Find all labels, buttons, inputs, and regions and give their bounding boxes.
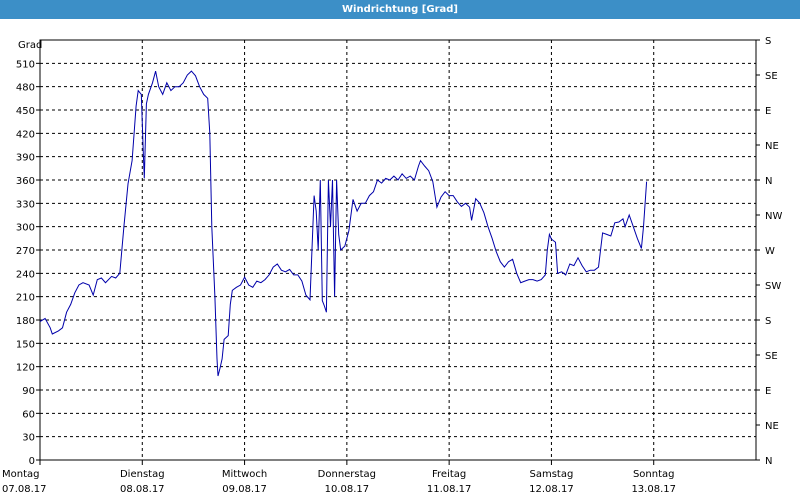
compass-tick-label: NE [765, 421, 779, 432]
y-tick-label: 180 [16, 316, 35, 327]
y-tick-label: 90 [22, 386, 35, 397]
y-tick-label: 120 [16, 363, 35, 374]
compass-tick-label: S [765, 36, 771, 47]
y-axis-label: Grad [18, 40, 42, 51]
x-tick-date-label: 12.08.17 [529, 484, 574, 495]
y-tick-label: 510 [16, 59, 35, 70]
y-tick-label: 270 [16, 246, 35, 257]
y-tick-label: 390 [16, 153, 35, 164]
window-title: Windrichtung [Grad] [0, 0, 800, 19]
compass-tick-label: N [765, 456, 772, 467]
axis-layer: 0 30 60 90 120 150 180 210 240 270 300 330 360 390 420… [2, 36, 782, 495]
compass-tick-label: NE [765, 141, 779, 152]
y-tick-label: 420 [16, 129, 35, 140]
x-tick-day-label: Freitag [432, 469, 466, 480]
compass-tick-label: S [765, 316, 771, 327]
compass-tick-label: E [765, 386, 771, 397]
y-tick-label: 480 [16, 83, 35, 94]
x-tick-day-label: Mittwoch [222, 469, 267, 480]
compass-tick-label: SE [765, 351, 778, 362]
x-tick-day-label: Sonntag [633, 469, 675, 480]
y-tick-label: 30 [22, 433, 35, 444]
x-tick-date-label: 10.08.17 [325, 484, 370, 495]
compass-tick-label: E [765, 106, 771, 117]
x-tick-day-label: Montag [2, 469, 39, 480]
x-tick-date-label: 13.08.17 [631, 484, 676, 495]
grid-layer [40, 40, 756, 460]
x-tick-day-label: Samstag [530, 469, 574, 480]
y-tick-label: 0 [29, 456, 35, 467]
y-tick-label: 210 [16, 293, 35, 304]
y-tick-label: 240 [16, 269, 35, 280]
compass-tick-label: SW [765, 281, 781, 292]
y-tick-label: 150 [16, 339, 35, 350]
y-tick-label: 300 [16, 223, 35, 234]
compass-tick-label: SE [765, 71, 778, 82]
series-line-windrichtung [39, 70, 648, 377]
x-tick-date-label: 09.08.17 [222, 484, 267, 495]
x-tick-day-label: Dienstag [120, 469, 165, 480]
y-tick-label: 60 [22, 409, 35, 420]
y-tick-label: 360 [16, 176, 35, 187]
compass-tick-label: N [765, 176, 772, 187]
compass-tick-label: W [765, 246, 775, 257]
y-tick-label: 330 [16, 199, 35, 210]
compass-tick-label: NW [765, 211, 782, 222]
x-tick-day-label: Donnerstag [318, 469, 376, 480]
x-tick-date-label: 07.08.17 [2, 484, 47, 495]
y-tick-label: 450 [16, 106, 35, 117]
wind-direction-chart: 0 30 60 90 120 150 180 210 240 270 300 330 360 390 420… [2, 36, 782, 495]
x-tick-date-label: 08.08.17 [120, 484, 165, 495]
x-tick-date-label: 11.08.17 [427, 484, 472, 495]
